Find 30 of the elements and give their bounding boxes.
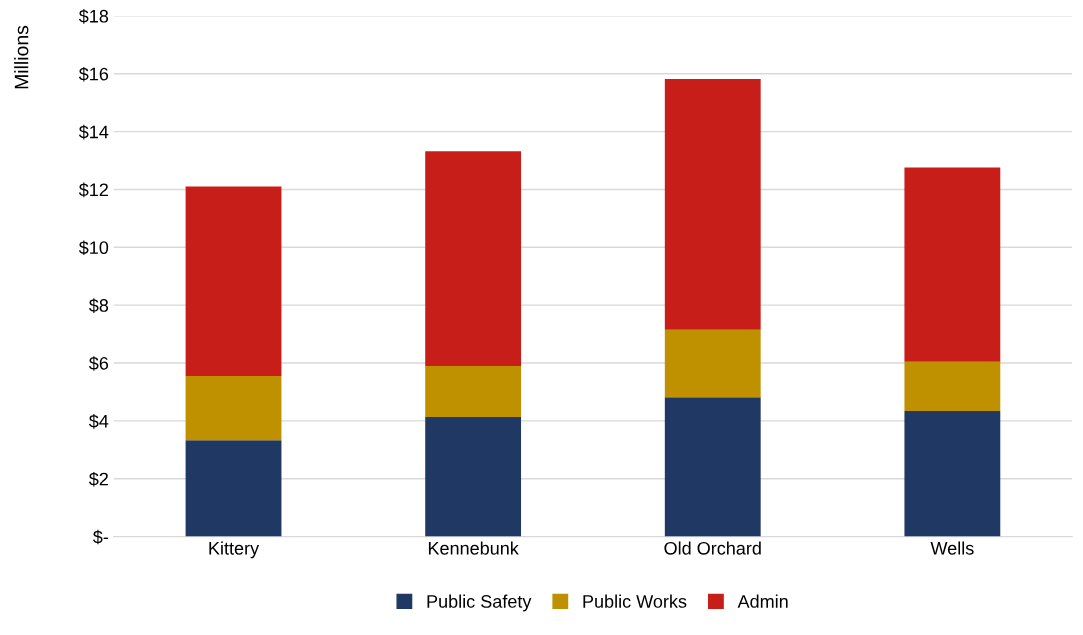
x-tick-label: Kennebunk <box>428 541 519 555</box>
y-axis-title: Millions <box>14 25 29 89</box>
y-tick-label: $- <box>93 529 109 545</box>
y-tick-label: $2 <box>88 471 108 487</box>
bar <box>185 186 282 377</box>
bar <box>904 167 1001 362</box>
legend-label: Public Safety <box>427 594 532 612</box>
y-tick-label: $4 <box>88 414 109 429</box>
y-tick-label: $18 <box>78 9 109 24</box>
y-tick-label: $14 <box>78 124 109 140</box>
y-tick-label: $8 <box>88 298 109 313</box>
y-tick-label: $12 <box>78 182 108 198</box>
bar <box>425 365 522 418</box>
bar <box>425 417 522 537</box>
bar <box>904 361 1001 412</box>
bar <box>664 397 761 537</box>
x-tick-label: Kittery <box>209 541 260 559</box>
legend-label: Admin <box>737 594 788 608</box>
bar <box>904 411 1001 537</box>
bar <box>664 78 761 330</box>
y-tick-label: $16 <box>78 66 109 82</box>
bar <box>425 151 522 366</box>
legend-label: Public Works <box>583 594 687 608</box>
bar <box>664 329 761 398</box>
bar <box>185 440 282 537</box>
bar <box>185 376 282 441</box>
x-tick-label: Old Orchard <box>664 541 761 555</box>
y-tick-label: $10 <box>78 240 109 256</box>
y-tick-label: $6 <box>88 356 109 371</box>
x-tick-label: Wells <box>930 541 974 555</box>
